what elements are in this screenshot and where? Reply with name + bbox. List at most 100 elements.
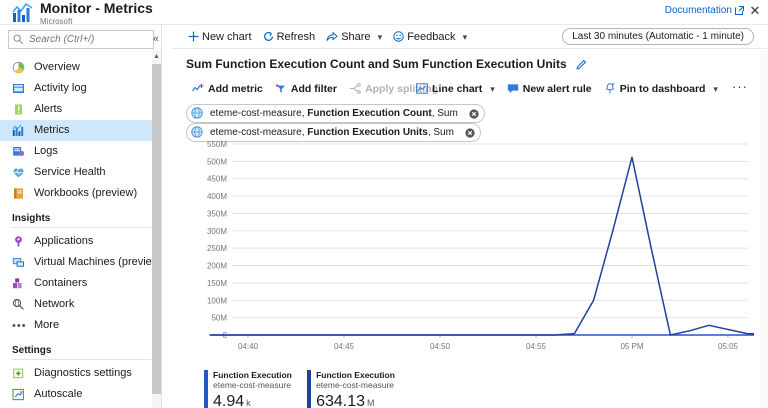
sidebar: « Overview [0, 25, 162, 408]
documentation-link[interactable]: Documentation [664, 5, 732, 16]
page-title: Monitor - Metrics [40, 0, 153, 16]
sidebar-item-network[interactable]: Network [0, 294, 161, 315]
sidebar-item-service-health[interactable]: Service Health [0, 162, 161, 183]
legend-value-unit: M [367, 398, 375, 408]
feedback-button[interactable]: Feedback ▾ [391, 25, 473, 49]
remove-circle-icon[interactable] [469, 108, 479, 125]
chart-gridlines [232, 143, 748, 336]
globe-icon [191, 126, 203, 144]
legend-item-function-execution-units[interactable]: Function Execution U... eteme-cost-measu… [307, 370, 395, 408]
apply-splitting-button[interactable]: Apply splitting [347, 78, 445, 100]
metric-toolbar: Add metric Add filter [186, 78, 754, 102]
chevron-down-icon: ▾ [713, 84, 718, 94]
activity-log-icon [12, 82, 25, 95]
sidebar-item-containers[interactable]: Containers [0, 273, 161, 294]
metric-toolbar-left: Add metric Add filter [190, 78, 445, 100]
refresh-button[interactable]: Refresh [261, 25, 322, 49]
time-range-picker[interactable]: Last 30 minutes (Automatic - 1 minute) [562, 28, 754, 45]
sidebar-item-applications[interactable]: Applications [0, 231, 161, 252]
sidebar-item-virtual-machines[interactable]: Virtual Machines (preview) [0, 252, 161, 273]
network-icon [12, 298, 25, 311]
sidebar-item-overview[interactable]: Overview [0, 57, 161, 78]
svg-text:450M: 450M [207, 175, 227, 184]
scroll-up-icon[interactable]: ▲ [152, 50, 161, 63]
chevron-double-left-icon[interactable]: « [152, 33, 159, 45]
main-scrollbar[interactable] [760, 50, 768, 408]
sidebar-item-label: Logs [34, 145, 58, 157]
chevron-down-icon: ▾ [462, 32, 468, 42]
applications-icon [12, 235, 25, 248]
chart-canvas[interactable]: 550M 500M 450M 400M 350M 300M 250M 200M 150M 100M… [186, 132, 754, 364]
refresh-label: Refresh [276, 31, 316, 43]
sidebar-item-logs[interactable]: Logs [0, 141, 161, 162]
sidebar-item-alerts[interactable]: Alerts [0, 99, 161, 120]
search-input[interactable] [27, 31, 151, 48]
window-title-block: Monitor - Metrics Microsoft [40, 0, 153, 27]
sidebar-item-label: Service Health [34, 166, 106, 178]
metric-chip-function-execution-units[interactable]: eteme-cost-measure, Function Execution U… [186, 123, 481, 142]
feedback-label: Feedback [407, 31, 456, 43]
close-icon[interactable]: ✕ [749, 3, 761, 18]
add-filter-button[interactable]: Add filter [273, 78, 344, 100]
sidebar-item-diagnostics-settings[interactable]: Diagnostics settings [0, 363, 161, 384]
sidebar-search-row: « [0, 25, 161, 53]
pin-to-dashboard-button[interactable]: Pin to dashboard ▾ [602, 78, 725, 100]
new-alert-rule-button[interactable]: New alert rule [505, 78, 599, 100]
svg-text:150M: 150M [207, 279, 227, 288]
legend-metric-name: Function Execution U... [316, 370, 395, 380]
page-subtitle: Microsoft [40, 17, 73, 26]
svg-text:100M: 100M [207, 296, 227, 305]
sidebar-item-more[interactable]: ••• More [0, 315, 161, 336]
line-chart-plot[interactable]: 550M 500M 450M 400M 350M 300M 250M 200M 150M 100M… [186, 132, 754, 364]
plus-icon [188, 27, 199, 51]
svg-text:500M: 500M [207, 157, 227, 166]
new-alert-rule-icon [507, 80, 519, 102]
virtual-machines-icon [12, 256, 25, 269]
sidebar-item-label: More [34, 319, 60, 331]
search-box[interactable] [8, 30, 154, 49]
sidebar-item-label: Network [34, 298, 75, 310]
metric-chip-function-execution-count[interactable]: eteme-cost-measure, Function Execution C… [186, 104, 485, 123]
sidebar-item-label: Overview [34, 61, 80, 73]
line-chart-icon [416, 80, 428, 102]
share-label: Share [341, 31, 371, 43]
add-filter-icon [275, 80, 287, 102]
chart-x-axis-labels: 04:40 04:45 04:50 04:55 05 PM 05:05 [238, 335, 739, 351]
add-metric-button[interactable]: Add metric [190, 78, 270, 100]
remove-circle-icon[interactable] [465, 127, 475, 144]
window-header: Monitor - Metrics Microsoft Documentatio… [0, 0, 768, 27]
sidebar-item-metrics[interactable]: Metrics [0, 120, 161, 141]
legend-value: 634.13 M [316, 392, 395, 408]
pencil-icon[interactable] [576, 57, 587, 75]
legend-color-swatch [204, 370, 208, 408]
sidebar-scrollbar-thumb[interactable] [152, 64, 161, 394]
sidebar-section-insights: Insights [12, 213, 51, 224]
sidebar-item-autoscale[interactable]: Autoscale [0, 384, 161, 405]
command-bar-actions: New chart Refresh Share [186, 25, 473, 49]
chevron-down-icon: ▾ [490, 84, 495, 94]
share-button[interactable]: Share ▾ [324, 25, 388, 49]
sidebar-scrollbar[interactable]: ▲ ▼ [152, 50, 161, 408]
add-metric-icon [192, 80, 204, 102]
add-metric-label: Add metric [208, 83, 263, 95]
sidebar-item-label: Autoscale [34, 388, 83, 400]
chart-type-button[interactable]: Line chart ▾ [414, 78, 502, 100]
pin-icon [604, 80, 616, 102]
sidebar-item-label: Diagnostics settings [34, 367, 132, 379]
metric-toolbar-right: Line chart ▾ New alert rule [414, 78, 752, 100]
chart-series-layer [209, 156, 754, 336]
new-chart-button[interactable]: New chart [186, 25, 258, 49]
svg-text:550M: 550M [207, 140, 227, 149]
external-link-icon[interactable] [735, 6, 744, 18]
share-icon [326, 27, 338, 51]
chip-metric: Function Execution Count [307, 108, 432, 119]
legend-item-function-execution-count[interactable]: Function Execution C... eteme-cost-measu… [204, 370, 292, 408]
chart-overflow-menu-button[interactable]: ··· [732, 79, 748, 94]
sidebar-item-label: Workbooks (preview) [34, 187, 138, 199]
svg-text:04:55: 04:55 [526, 342, 547, 351]
legend-color-swatch [307, 370, 312, 408]
sidebar-item-workbooks[interactable]: Workbooks (preview) [0, 183, 161, 204]
svg-text:05:05: 05:05 [718, 342, 739, 351]
sidebar-item-activity-log[interactable]: Activity log [0, 78, 161, 99]
metrics-chart-card: Sum Function Execution Count and Sum Fun… [186, 55, 754, 408]
